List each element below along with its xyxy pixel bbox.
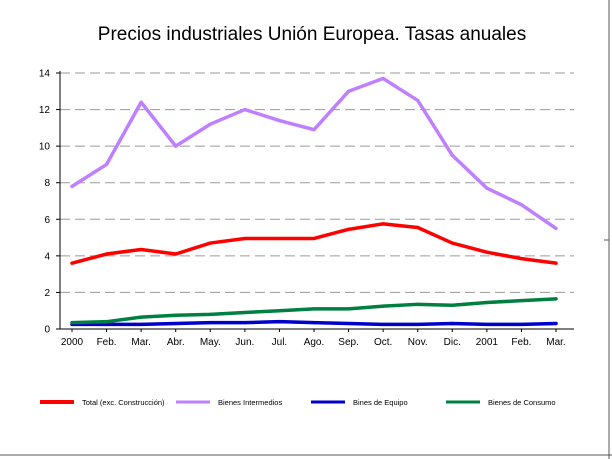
data-point-total-exc-construccion [416, 225, 420, 230]
data-point-bienes-intermedios [312, 128, 316, 132]
data-point-bienes-intermedios [243, 107, 247, 112]
data-point-total-exc-construccion [312, 236, 316, 241]
data-point-bienes-de-consumo [277, 309, 282, 313]
x-tick-label: May. [200, 337, 221, 348]
y-tick-label: 0 [44, 325, 50, 336]
x-tick-label: Mar. [131, 337, 150, 348]
data-point-bienes-de-consumo [243, 310, 247, 315]
data-point-bienes-intermedios [139, 100, 143, 104]
data-point-bines-de-equipo [174, 321, 178, 326]
data-point-bines-de-equipo [277, 320, 282, 324]
legend: Total (exc. Construcción) Bienes Intermed… [40, 398, 556, 407]
data-point-bines-de-equipo [416, 322, 420, 327]
data-point-bienes-de-consumo [312, 307, 316, 311]
legend-label: Bines de Equipo [353, 398, 408, 407]
x-tick-label: Feb. [97, 337, 117, 348]
x-tick-label: Ago. [304, 337, 325, 348]
data-point-bienes-intermedios [381, 76, 385, 81]
data-point-bines-de-equipo [346, 321, 351, 326]
y-tick-label: 12 [39, 105, 51, 116]
data-point-bienes-intermedios [346, 89, 351, 93]
data-point-bines-de-equipo [243, 321, 247, 325]
data-point-total-exc-construccion [174, 252, 178, 256]
data-point-bienes-de-consumo [70, 321, 74, 325]
data-point-bienes-intermedios [519, 203, 524, 207]
data-point-total-exc-construccion [519, 257, 524, 261]
x-tick-label: Sep. [338, 337, 359, 348]
data-point-bienes-de-consumo [346, 307, 351, 311]
series-line-bienes-de-consumo [70, 297, 558, 325]
data-point-bienes-intermedios [208, 122, 212, 126]
data-point-total-exc-construccion [485, 250, 489, 254]
data-point-bienes-de-consumo [174, 313, 178, 317]
data-point-bienes-intermedios [416, 98, 420, 103]
data-point-bienes-intermedios [554, 226, 558, 231]
data-point-bienes-de-consumo [381, 304, 385, 308]
x-tick-label: Nov. [408, 337, 428, 348]
y-tick-label: 2 [44, 288, 50, 299]
data-point-bines-de-equipo [312, 321, 316, 325]
data-point-total-exc-construccion [243, 236, 247, 241]
data-point-total-exc-construccion [139, 247, 143, 252]
grid [60, 72, 574, 293]
data-point-bienes-de-consumo [416, 302, 420, 306]
data-point-bines-de-equipo [208, 321, 212, 325]
data-point-bines-de-equipo [554, 321, 558, 326]
data-point-bines-de-equipo [450, 321, 454, 326]
data-point-bienes-de-consumo [485, 300, 489, 305]
data-point-bines-de-equipo [485, 322, 489, 327]
data-point-total-exc-construccion [70, 261, 74, 265]
data-point-total-exc-construccion [346, 227, 351, 231]
x-tick-label: Oct. [374, 337, 392, 348]
data-point-bienes-intermedios [104, 162, 109, 167]
x-tick-label: Feb. [511, 337, 531, 348]
data-point-bienes-de-consumo [208, 312, 212, 316]
y-tick-label: 8 [44, 178, 50, 189]
data-point-bienes-de-consumo [139, 315, 143, 319]
data-point-bienes-de-consumo [104, 320, 109, 324]
data-point-bines-de-equipo [104, 322, 109, 327]
data-point-total-exc-construccion [381, 222, 385, 226]
x-tick-label: Mar. [546, 337, 565, 348]
y-tick-label: 10 [39, 142, 51, 153]
legend-label: Total (exc. Construcción) [82, 398, 165, 407]
data-point-total-exc-construccion [208, 241, 212, 245]
y-tick-label: 14 [39, 69, 51, 80]
data-point-bienes-de-consumo [450, 303, 454, 307]
y-tick-label: 4 [44, 251, 50, 262]
data-point-bienes-de-consumo [519, 299, 524, 303]
x-tick-label: Jul. [272, 337, 288, 348]
x-tick-label: 2000 [61, 337, 84, 348]
x-tick-label: Dic. [444, 337, 461, 348]
data-point-bienes-intermedios [174, 144, 178, 148]
legend-label: Bienes Intermedios [218, 398, 282, 407]
x-tick-label: Abr. [167, 337, 185, 348]
data-point-bines-de-equipo [519, 322, 524, 327]
x-tick-label: 2001 [476, 337, 499, 348]
data-point-bienes-intermedios [485, 186, 489, 190]
data-point-total-exc-construccion [104, 252, 109, 256]
data-point-total-exc-construccion [554, 261, 558, 265]
data-point-bienes-intermedios [277, 118, 282, 123]
axes: 0 2 4 6 8 10 12 14 2000 Feb. Mar. Abr. May. Jun. Jul. A… [39, 69, 574, 348]
series-line-bienes-intermedios [70, 76, 558, 231]
x-tick-label: Jun. [235, 337, 254, 348]
legend-label: Bienes de Consumo [488, 398, 556, 407]
series-line-total-exc-construccion [70, 222, 558, 265]
series-layer [70, 76, 558, 327]
data-point-bienes-intermedios [450, 153, 454, 157]
data-point-total-exc-construccion [277, 236, 282, 241]
data-point-bienes-de-consumo [554, 297, 558, 301]
data-point-bienes-intermedios [70, 184, 74, 188]
data-point-total-exc-construccion [450, 241, 454, 245]
data-point-bines-de-equipo [139, 322, 143, 327]
chart-title: Precios industriales Unión Europea. Tasa… [98, 24, 526, 45]
data-point-bines-de-equipo [381, 322, 385, 327]
y-tick-label: 6 [44, 215, 50, 226]
